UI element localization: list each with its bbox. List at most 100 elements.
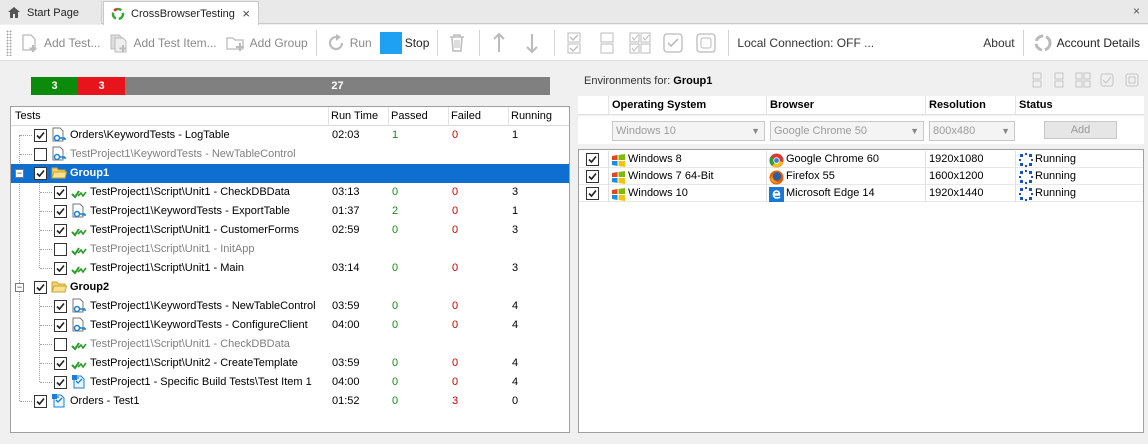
checkbox-empty-button[interactable] (691, 28, 724, 58)
chevron-down-icon: ▼ (910, 126, 919, 136)
test-checkbox[interactable] (34, 148, 47, 161)
test-row[interactable]: TestProject1\Script\Unit2 - CreateTempla… (11, 354, 569, 373)
test-checkbox[interactable] (54, 338, 67, 351)
test-row[interactable]: TestProject1\KeywordTests - NewTableCont… (11, 145, 569, 164)
checkbox-checked-icon[interactable] (1099, 72, 1115, 88)
test-checkbox[interactable] (34, 395, 47, 408)
test-checkbox[interactable] (54, 243, 67, 256)
move-up-button[interactable] (484, 28, 517, 58)
column-divider[interactable] (508, 107, 509, 126)
test-checkbox[interactable] (54, 262, 67, 275)
test-checkbox[interactable] (54, 186, 67, 199)
test-row[interactable]: TestProject1 - Specific Build Tests\Test… (11, 373, 569, 392)
group-row[interactable]: − Group1 (11, 164, 569, 183)
resolution-select[interactable]: 800x480 ▼ (929, 121, 1015, 141)
test-checkbox[interactable] (54, 300, 67, 313)
close-icon[interactable]: × (242, 6, 250, 21)
checkbox-checked-button[interactable] (658, 28, 691, 58)
add-test-item-button[interactable]: Add Test Item... (104, 28, 220, 58)
column-divider (766, 185, 767, 202)
checkbox-empty-icon[interactable] (1124, 72, 1140, 88)
environment-row[interactable]: Windows 7 64-Bit Firefox 55 1600x1200 Runni… (579, 168, 1143, 185)
test-checkbox[interactable] (54, 319, 67, 332)
environment-checkbox[interactable] (586, 153, 599, 166)
column-header-run-time[interactable]: Run Time (331, 110, 379, 122)
column-divider[interactable] (328, 107, 329, 126)
test-checkbox[interactable] (34, 167, 47, 180)
check-all-icon[interactable] (1029, 72, 1045, 88)
local-connection-status[interactable]: Local Connection: OFF ... (737, 35, 875, 50)
script-test-icon (71, 222, 87, 238)
cell-os: Windows 7 64-Bit (628, 170, 714, 182)
windows-icon (611, 153, 626, 168)
account-icon (1032, 32, 1054, 54)
column-divider[interactable] (448, 107, 449, 126)
column-header-browser[interactable]: Browser (770, 99, 815, 111)
check-all-button[interactable] (559, 28, 592, 58)
environment-row[interactable]: Windows 8 Google Chrome 60 1920x1080 Runnin… (579, 151, 1143, 168)
column-header-os[interactable]: Operating System (612, 99, 707, 111)
move-down-button[interactable] (517, 28, 550, 58)
collapse-toggle[interactable]: − (15, 168, 24, 178)
column-header-tests[interactable]: Tests (15, 110, 41, 122)
uncheck-all-icon[interactable] (1051, 72, 1067, 88)
add-group-button[interactable]: Add Group (221, 28, 312, 58)
tab-crossbrowsertesting[interactable]: CrossBrowserTesting × (103, 1, 259, 25)
column-divider[interactable] (766, 96, 767, 115)
test-row[interactable]: TestProject1\Script\Unit1 - InitApp (11, 240, 569, 259)
delete-button[interactable] (442, 28, 475, 58)
column-header-status[interactable]: Status (1019, 99, 1053, 111)
test-row[interactable]: Orders - Test1 01:52 0 3 0 (11, 392, 569, 411)
tree-line (40, 382, 52, 383)
check-selected-button[interactable] (625, 28, 658, 58)
test-checkbox[interactable] (34, 129, 47, 142)
running-spinner-icon (1019, 153, 1034, 168)
test-row[interactable]: TestProject1\KeywordTests - ExportTable 0… (11, 202, 569, 221)
cell-resolution: 1600x1200 (929, 170, 984, 182)
remaining-count-segment: 27 (125, 77, 550, 95)
test-checkbox[interactable] (54, 376, 67, 389)
check-grid-icon[interactable] (1075, 72, 1091, 88)
test-row[interactable]: TestProject1\Script\Unit1 - Main 03:14 0 0 3 (11, 259, 569, 278)
test-checkbox[interactable] (34, 281, 47, 294)
collapse-toggle[interactable]: − (15, 282, 24, 292)
account-details-button[interactable]: Account Details (1028, 28, 1144, 58)
cell-run-time: 04:00 (332, 319, 360, 331)
column-divider[interactable] (1015, 96, 1016, 115)
os-select[interactable]: Windows 10 ▼ (612, 121, 765, 141)
test-row[interactable]: TestProject1\KeywordTests - ConfigureCli… (11, 316, 569, 335)
column-header-running[interactable]: Running (511, 110, 552, 122)
group-row[interactable]: − Group2 (11, 278, 569, 297)
column-header-passed[interactable]: Passed (391, 110, 428, 122)
run-button[interactable]: Run (321, 28, 376, 58)
tree-line (20, 154, 32, 155)
add-environment-button[interactable]: Add (1044, 121, 1117, 139)
close-icon[interactable]: × (1132, 4, 1140, 18)
test-checkbox[interactable] (54, 357, 67, 370)
uncheck-all-button[interactable] (592, 28, 625, 58)
stop-button[interactable]: Stop (376, 28, 434, 58)
cell-running: 4 (512, 319, 519, 331)
environment-row[interactable]: Windows 10 Microsoft Edge 14 1920x1440 Runn… (579, 185, 1143, 202)
test-row[interactable]: TestProject1\KeywordTests - NewTableCont… (11, 297, 569, 316)
tab-start-page[interactable]: Start Page (0, 1, 102, 24)
test-row[interactable]: TestProject1\Script\Unit1 - CheckDBData 0… (11, 183, 569, 202)
column-divider[interactable] (925, 96, 926, 115)
column-divider[interactable] (608, 96, 609, 115)
test-row[interactable]: TestProject1\Script\Unit1 - CheckDBData (11, 335, 569, 354)
toolbar-grip[interactable] (6, 29, 12, 56)
test-checkbox[interactable] (54, 205, 67, 218)
add-test-button[interactable]: Add Test... (15, 28, 104, 58)
environment-checkbox[interactable] (586, 170, 599, 183)
environment-checkbox[interactable] (586, 187, 599, 200)
test-row[interactable]: TestProject1\Script\Unit1 - CustomerForm… (11, 221, 569, 240)
column-divider[interactable] (388, 107, 389, 126)
column-header-resolution[interactable]: Resolution (929, 99, 986, 111)
column-header-failed[interactable]: Failed (451, 110, 481, 122)
test-checkbox[interactable] (54, 224, 67, 237)
browser-select[interactable]: Google Chrome 50 ▼ (770, 121, 924, 141)
keyword-test-icon (71, 317, 87, 333)
test-row[interactable]: Orders\KeywordTests - LogTable 02:03 1 0 1 (11, 126, 569, 145)
cell-failed: 0 (452, 129, 459, 141)
about-link[interactable]: About (983, 35, 1015, 50)
